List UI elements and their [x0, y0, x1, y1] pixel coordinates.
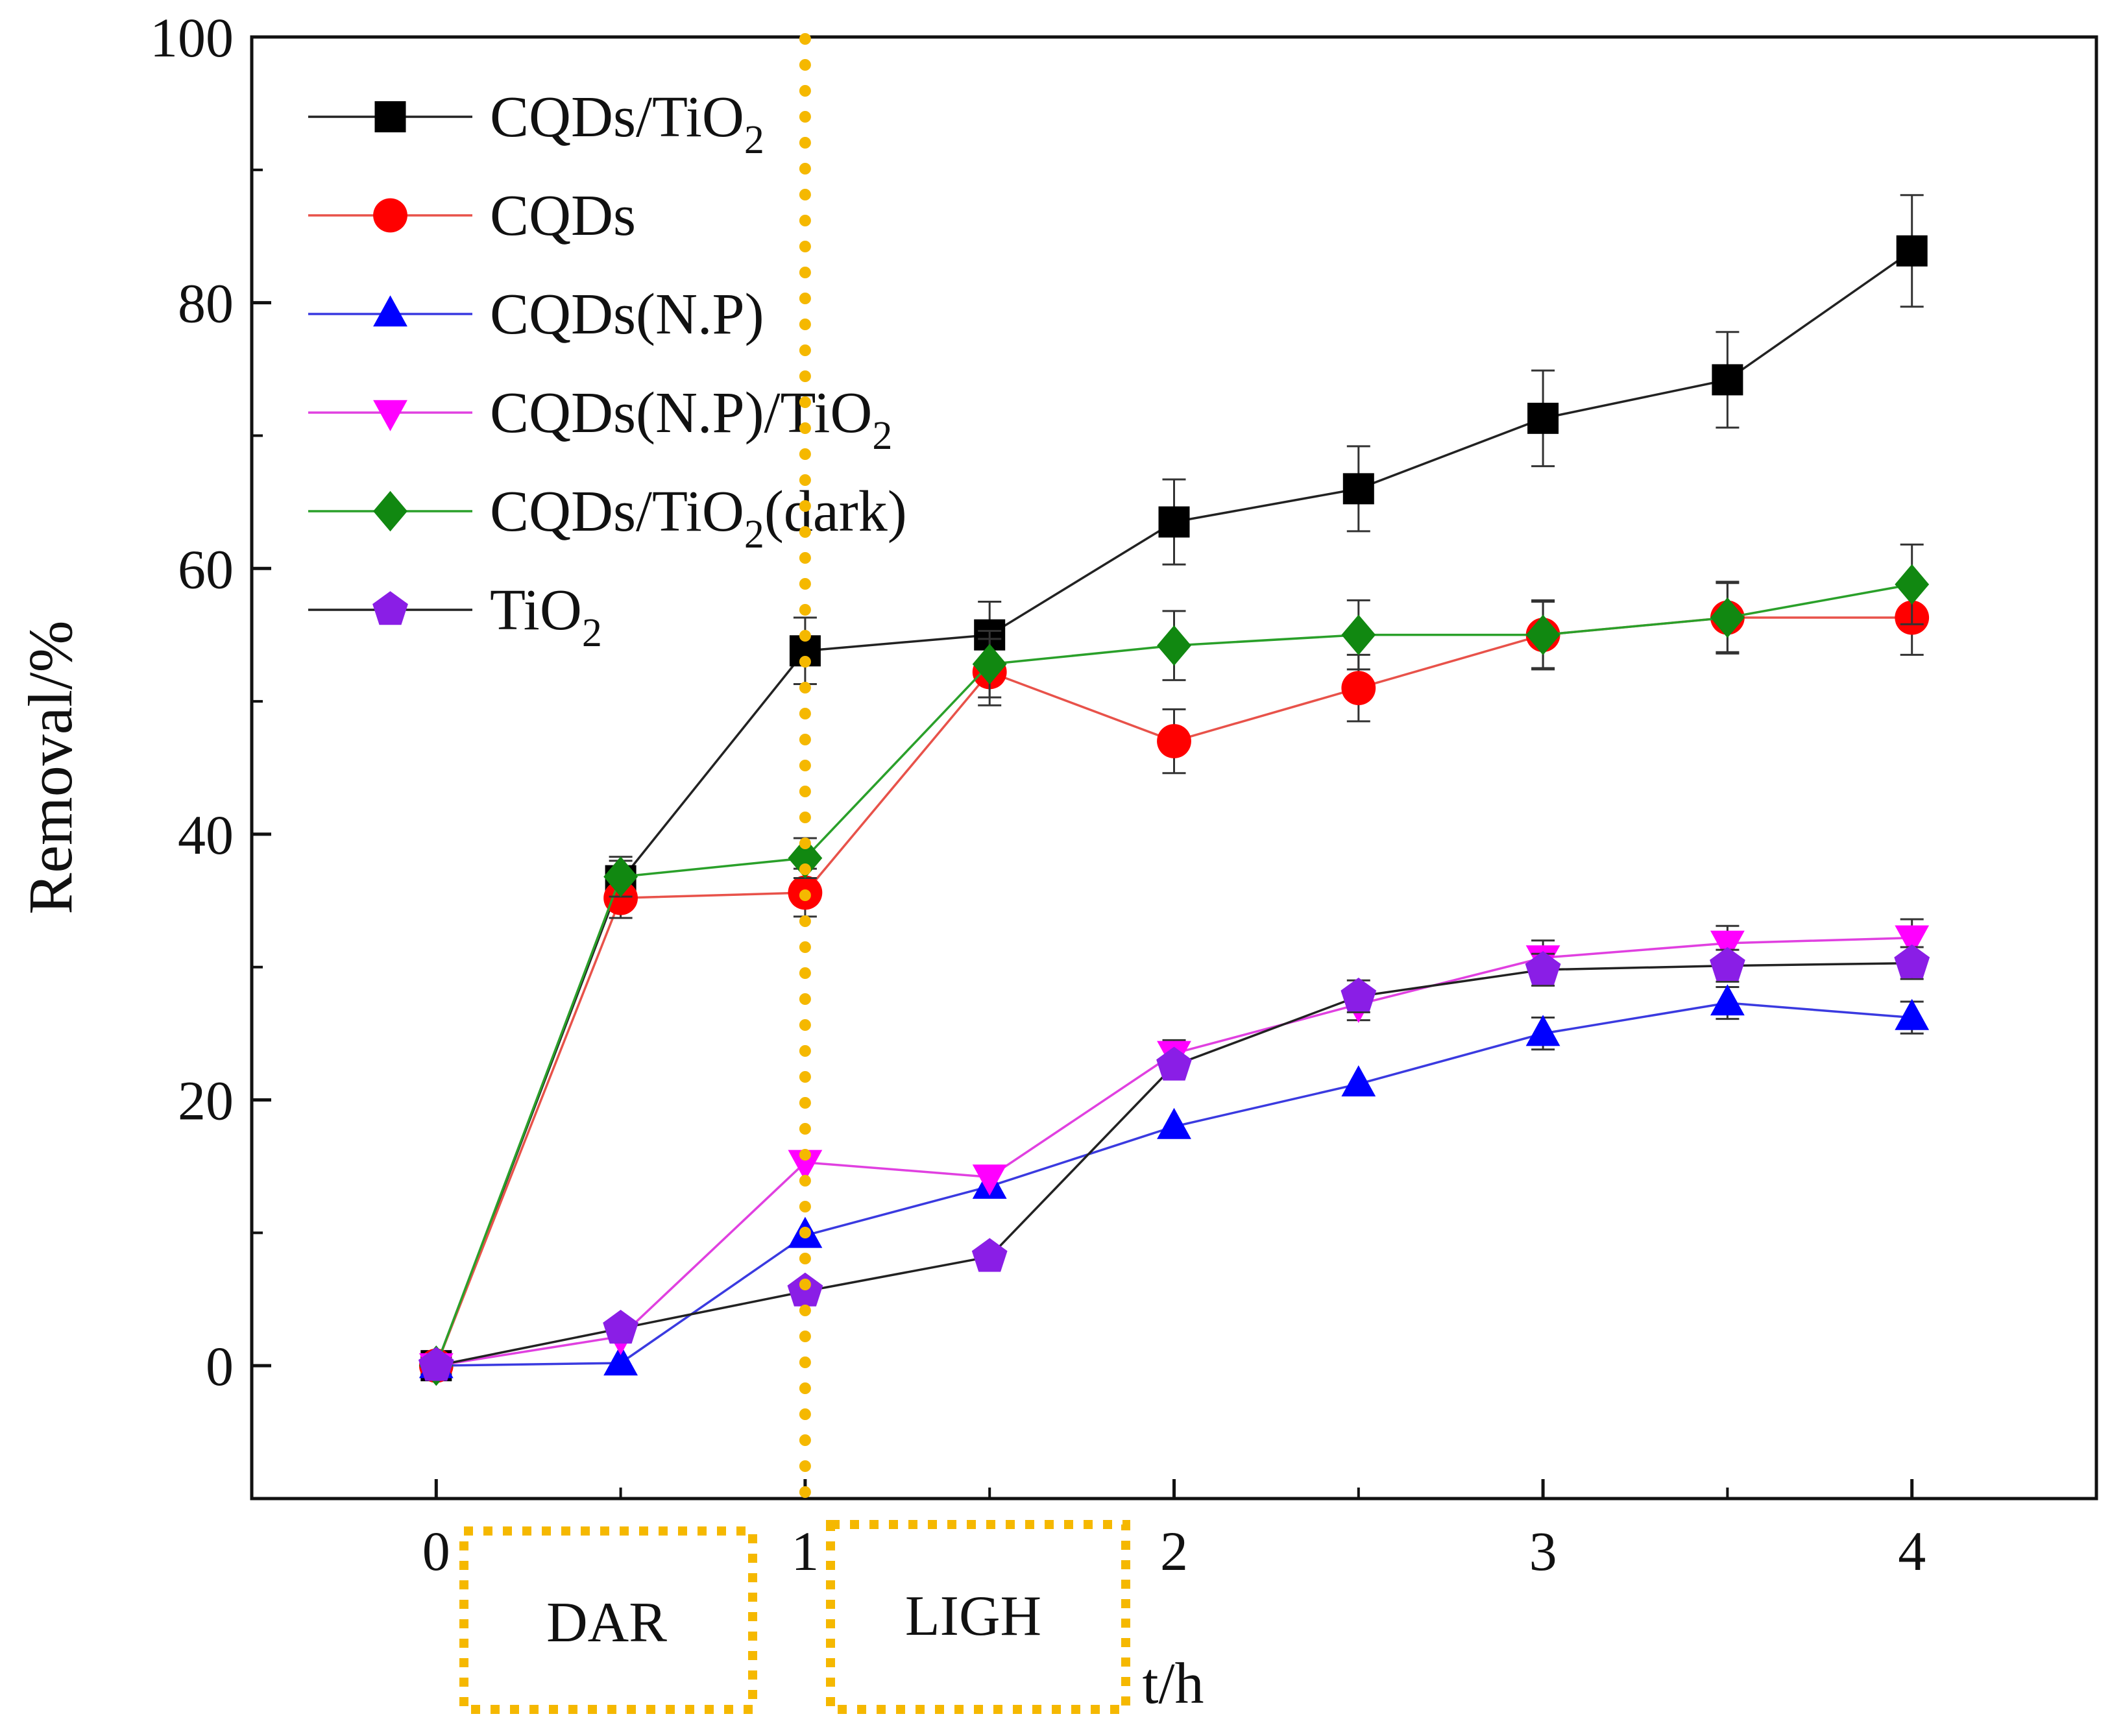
- legend-label: CQDs(N.P)/TiO2: [490, 381, 892, 458]
- y-tick-label: 0: [206, 1335, 234, 1397]
- annotations: DAR LIGH: [459, 33, 1130, 1714]
- legend-label: CQDs/TiO2: [490, 85, 764, 162]
- legend-label: CQDs/TiO2(dark): [490, 479, 907, 557]
- series-cqds-tio: [420, 194, 1928, 1382]
- data-point: [1341, 977, 1377, 1012]
- data-point: [1710, 946, 1745, 981]
- data-point: [603, 1344, 638, 1376]
- legend-marker: [373, 400, 407, 431]
- data-point: [603, 1310, 638, 1344]
- data-point: [1710, 597, 1745, 638]
- data-point: [1525, 614, 1560, 655]
- legend-marker: [372, 591, 408, 625]
- y-tick-label: 40: [178, 804, 234, 866]
- data-point: [1157, 1107, 1191, 1139]
- legend-entry: TiO2: [308, 578, 602, 655]
- data-point: [418, 1347, 454, 1381]
- data-point: [1157, 724, 1191, 758]
- annotation-label: DAR: [546, 1591, 667, 1654]
- data-point: [1341, 671, 1376, 706]
- x-tick-label: 3: [1529, 1520, 1557, 1582]
- series-line: [436, 936, 1912, 1367]
- x-tick-label: 1: [791, 1520, 819, 1582]
- data-point: [1896, 235, 1928, 267]
- data-point: [1156, 1046, 1192, 1081]
- data-point: [1341, 1065, 1376, 1097]
- data-point: [1342, 473, 1374, 505]
- x-axis-label: t/h: [1142, 1652, 1204, 1716]
- data-point: [1525, 951, 1561, 985]
- data-point: [1895, 998, 1930, 1030]
- legend-marker: [373, 198, 407, 233]
- data-point: [972, 644, 1007, 684]
- legend-entry: CQDs/TiO2: [308, 85, 764, 162]
- y-tick-label: 20: [178, 1070, 234, 1132]
- legend-label: CQDs(N.P): [490, 282, 764, 346]
- data-point: [1895, 564, 1930, 605]
- legend-marker: [373, 295, 407, 327]
- axis-ticks: 0 20 40 60 80 100 0 1 2 3 4: [150, 6, 1926, 1582]
- series-cqds-n-p-tio: [419, 918, 1930, 1384]
- annotation-box: [826, 1520, 1130, 1714]
- legend-label: CQDs: [490, 184, 636, 248]
- annotation-label: LIGH: [905, 1585, 1041, 1648]
- data-point: [1341, 614, 1376, 655]
- y-tick-label: 80: [178, 272, 234, 335]
- data-point: [1527, 402, 1559, 434]
- x-tick-label: 4: [1898, 1520, 1926, 1582]
- series-tio: [418, 944, 1930, 1381]
- legend-label: TiO2: [490, 578, 602, 655]
- data-point: [1710, 984, 1745, 1016]
- data-point: [1712, 364, 1743, 396]
- data-point: [1158, 506, 1190, 538]
- x-tick-label: 2: [1160, 1520, 1188, 1582]
- y-axis-label: Removal/%: [16, 620, 85, 914]
- legend-entry: CQDs(N.P): [308, 282, 764, 346]
- legend-entry: CQDs(N.P)/TiO2: [308, 381, 892, 458]
- data-point: [603, 856, 638, 897]
- series-line: [435, 583, 1913, 1366]
- data-point: [971, 1238, 1008, 1272]
- data-point: [1525, 1015, 1560, 1046]
- series-layer: [418, 194, 1930, 1386]
- y-tick-label: 60: [178, 538, 234, 600]
- x-tick-label: 0: [422, 1520, 450, 1582]
- data-point: [788, 1150, 823, 1181]
- data-point: [1895, 925, 1930, 957]
- legend: CQDs/TiO2 CQDs CQDs(N.P) CQDs(N.P)/TiO2 CQDs…: [308, 85, 907, 655]
- data-point: [1894, 944, 1930, 978]
- legend-entry: CQDs: [308, 184, 636, 248]
- series-line: [435, 961, 1912, 1367]
- data-point: [1157, 625, 1191, 666]
- data-point: [1710, 930, 1745, 962]
- data-point: [788, 838, 823, 878]
- data-point: [972, 1164, 1007, 1196]
- legend-entry: CQDs/TiO2(dark): [308, 479, 907, 557]
- annotation-box: [459, 1526, 757, 1714]
- legend-marker: [374, 101, 406, 132]
- data-point: [603, 880, 638, 915]
- series-cqds-n-p-: [419, 984, 1930, 1379]
- y-tick-label: 100: [150, 6, 234, 69]
- series-cqds: [419, 579, 1930, 1383]
- legend-marker: [373, 490, 407, 532]
